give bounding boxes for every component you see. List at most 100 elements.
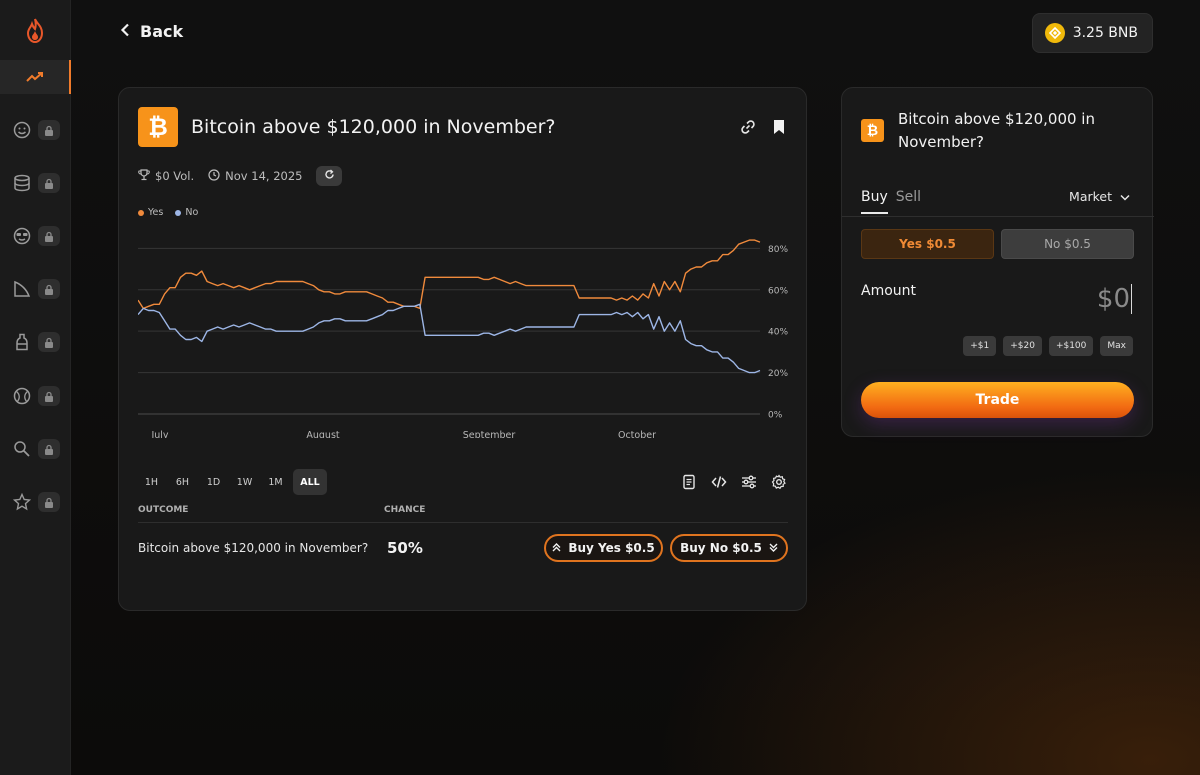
chevron-down-icon xyxy=(1120,189,1130,204)
sidebar-item-search[interactable] xyxy=(0,432,71,466)
lock-icon xyxy=(37,279,60,299)
chevrons-down-icon xyxy=(769,541,778,555)
sidebar-item-slope[interactable] xyxy=(0,272,71,306)
legend-no: No xyxy=(175,207,198,218)
lock-icon xyxy=(37,439,60,459)
x-tick-label: July xyxy=(150,430,168,438)
y-tick-label: 0% xyxy=(768,411,783,421)
series-line-yes xyxy=(138,239,761,310)
trade-button[interactable]: Trade xyxy=(861,382,1134,418)
tab-buy[interactable]: Buy xyxy=(861,189,888,214)
lock-icon xyxy=(37,332,60,352)
sidebar-item-favorites[interactable] xyxy=(0,485,71,519)
bottle-icon xyxy=(12,332,32,352)
settings-gear-icon[interactable] xyxy=(771,474,787,494)
buy-no-button[interactable]: Buy No $0.5 xyxy=(670,534,788,562)
trophy-icon xyxy=(138,168,150,184)
y-tick-label: 80% xyxy=(768,245,788,255)
outcome-name: Bitcoin above $120,000 in November? xyxy=(138,541,369,555)
sidebar-item-trending[interactable] xyxy=(0,60,71,94)
tabs-divider xyxy=(842,216,1154,217)
col-chance: CHANCE xyxy=(384,505,426,515)
sidebar-item-memes[interactable] xyxy=(0,113,71,147)
end-date: Nov 14, 2025 xyxy=(208,168,303,184)
tab-sell[interactable]: Sell xyxy=(895,189,922,205)
x-tick-label: October xyxy=(618,430,656,438)
chart-legend: Yes No xyxy=(138,207,198,218)
bitcoin-logo-icon: ₿ xyxy=(138,107,178,147)
sunglasses-face-icon xyxy=(12,226,32,246)
price-chart[interactable]: 0% 20% 40% 60% 80% July August September October xyxy=(138,238,808,438)
amount-label: Amount xyxy=(861,283,917,299)
sidebar-item-sports[interactable] xyxy=(0,379,71,413)
y-tick-label: 20% xyxy=(768,369,788,379)
star-icon xyxy=(12,492,32,512)
sidebar-item-bottle[interactable] xyxy=(0,325,71,359)
chevrons-up-icon xyxy=(552,541,561,555)
market-card: ₿ Bitcoin above $120,000 in November? $0… xyxy=(118,87,807,611)
buy-yes-button[interactable]: Buy Yes $0.5 xyxy=(544,534,663,562)
sidebar-item-coins[interactable] xyxy=(0,166,71,200)
refresh-icon xyxy=(324,169,335,183)
y-tick-label: 40% xyxy=(768,328,788,338)
quick-add-1-button[interactable]: +$1 xyxy=(963,336,997,356)
range-6h[interactable]: 6H xyxy=(175,476,190,488)
sports-ball-icon xyxy=(12,386,32,406)
outcome-chance: 50% xyxy=(387,539,423,557)
legend-yes: Yes xyxy=(138,207,163,218)
range-all[interactable]: ALL xyxy=(293,469,327,495)
quick-max-button[interactable]: Max xyxy=(1100,336,1133,356)
trade-title: Bitcoin above $120,000 in November? xyxy=(898,110,1095,151)
refresh-button[interactable] xyxy=(316,166,343,186)
search-tag-icon xyxy=(12,439,32,459)
market-title: Bitcoin above $120,000 in November? xyxy=(191,116,556,138)
volume-value: $0 Vol. xyxy=(155,169,195,183)
sidebar-item-cool[interactable] xyxy=(0,219,71,253)
trade-tabs: Buy Sell xyxy=(861,189,921,214)
bookmark-icon[interactable] xyxy=(772,119,786,139)
yes-option-button[interactable]: Yes $0.5 xyxy=(861,229,994,259)
date-value: Nov 14, 2025 xyxy=(225,169,303,183)
x-tick-label: September xyxy=(463,430,516,438)
amount-input[interactable]: $0 xyxy=(1096,284,1132,314)
range-1d[interactable]: 1D xyxy=(206,476,221,488)
back-label: Back xyxy=(140,22,184,41)
x-tick-label: August xyxy=(306,430,340,438)
smiley-icon xyxy=(12,120,32,140)
range-1w[interactable]: 1W xyxy=(236,476,253,488)
lock-icon xyxy=(37,386,60,406)
coins-icon xyxy=(12,173,32,193)
flame-logo-icon[interactable] xyxy=(24,18,46,44)
volume-stat: $0 Vol. xyxy=(138,168,195,184)
lock-icon xyxy=(37,226,60,246)
code-icon[interactable] xyxy=(711,474,727,494)
outcomes-table-header: OUTCOME CHANCE xyxy=(138,505,788,523)
wallet-balance[interactable]: 3.25 BNB xyxy=(1031,13,1153,53)
back-button[interactable]: Back xyxy=(120,22,183,41)
link-icon[interactable] xyxy=(740,119,756,139)
lock-icon xyxy=(37,492,60,512)
trade-panel: ₿ Bitcoin above $120,000 in November? Bu… xyxy=(841,87,1154,437)
quick-add-100-button[interactable]: +$100 xyxy=(1048,336,1094,356)
balance-amount: 3.25 BNB xyxy=(1072,25,1138,41)
col-outcome: OUTCOME xyxy=(138,505,189,515)
document-icon[interactable] xyxy=(681,474,697,494)
no-option-button[interactable]: No $0.5 xyxy=(1001,229,1134,259)
lock-icon xyxy=(37,120,60,140)
series-line-no xyxy=(138,303,761,374)
quick-add-20-button[interactable]: +$20 xyxy=(1003,336,1042,356)
table-row: Bitcoin above $120,000 in November? 50% … xyxy=(138,534,788,562)
y-tick-label: 60% xyxy=(768,286,788,296)
sliders-icon[interactable] xyxy=(741,474,757,494)
bnb-coin-icon xyxy=(1044,23,1065,43)
buy-no-label: Buy No $0.5 xyxy=(680,541,762,555)
trending-icon xyxy=(25,67,45,87)
order-type-value: Market xyxy=(1069,189,1112,204)
order-type-dropdown[interactable]: Market xyxy=(1069,189,1130,204)
range-1m[interactable]: 1M xyxy=(268,476,283,488)
chevron-left-icon xyxy=(120,22,130,41)
time-range-selector: 1H 6H 1D 1W 1M ALL xyxy=(138,469,327,495)
clock-icon xyxy=(208,168,220,184)
lock-icon xyxy=(37,173,60,193)
range-1h[interactable]: 1H xyxy=(144,476,159,488)
